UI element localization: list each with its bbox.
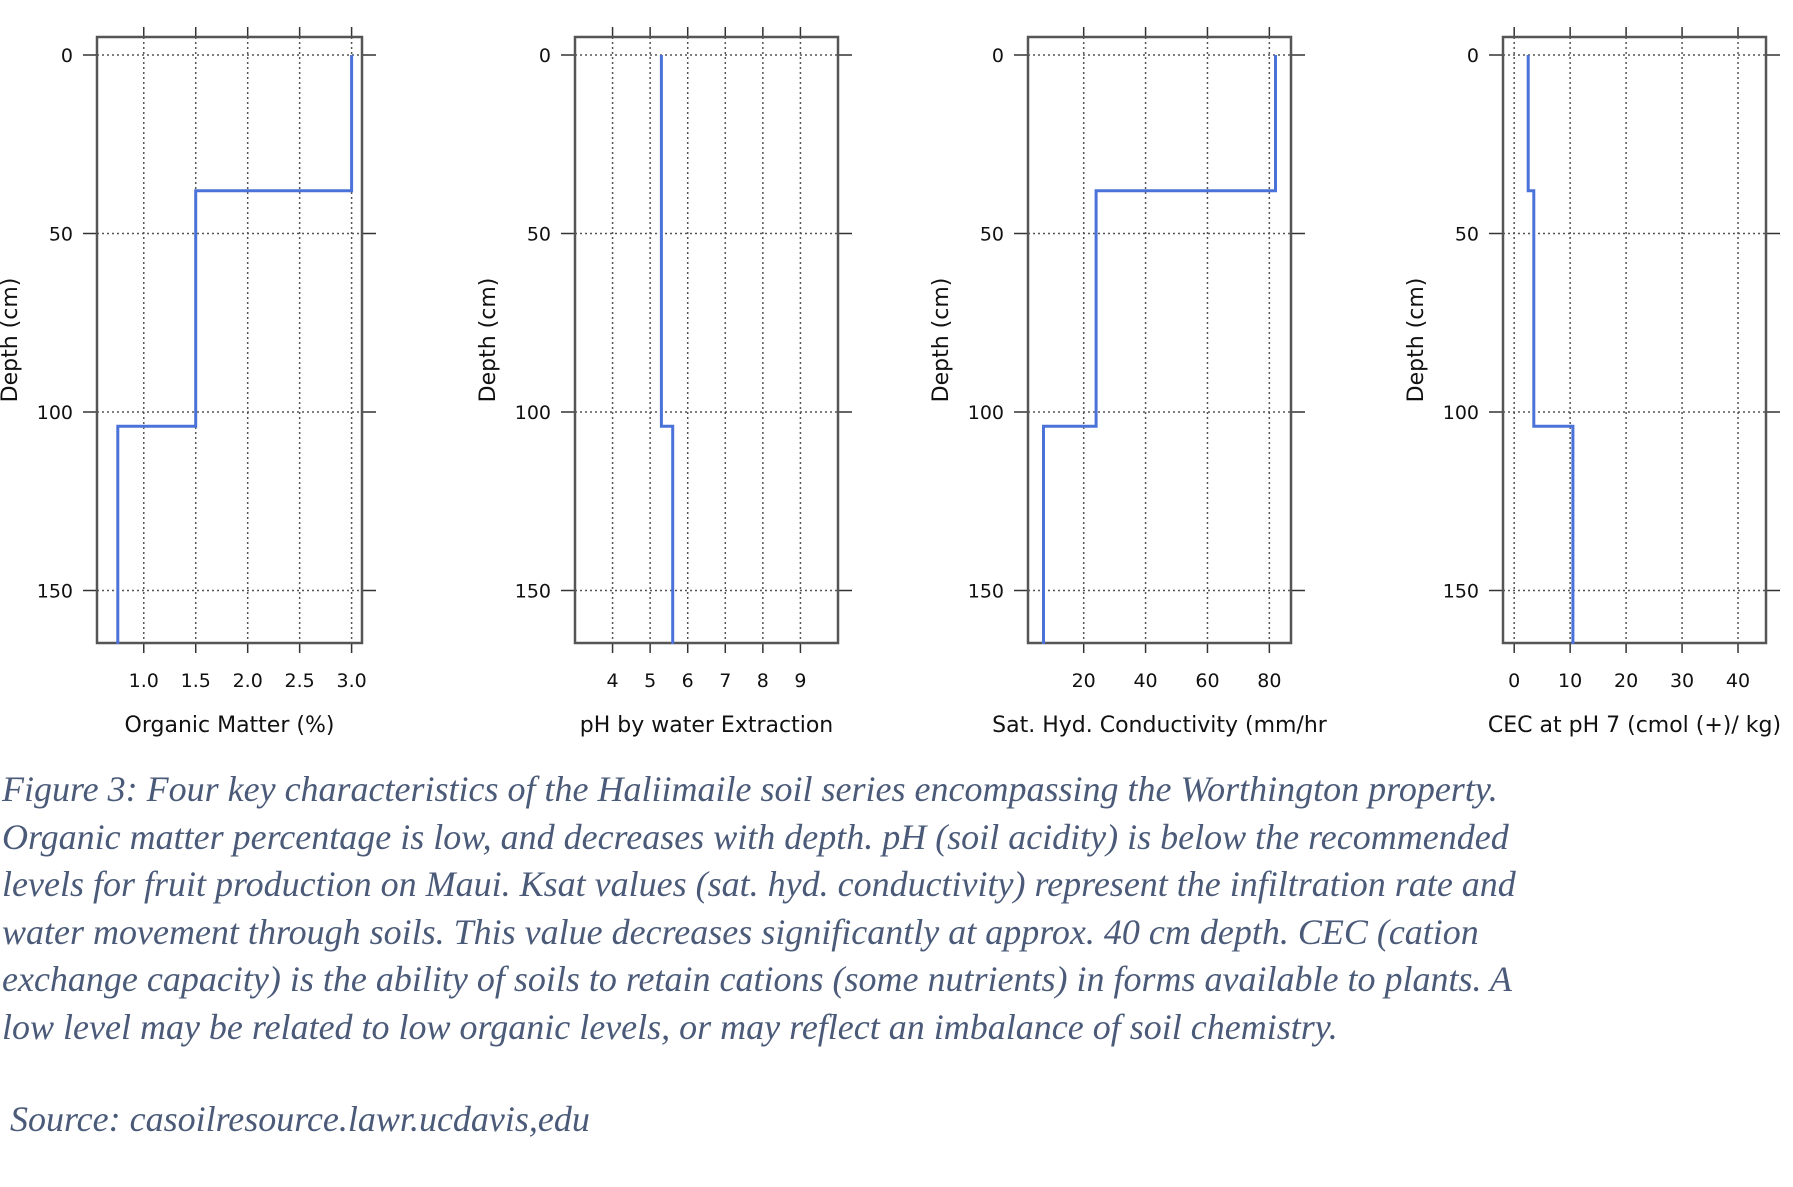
y-tick-label: 0 — [539, 45, 551, 67]
x-tick-label: 2.5 — [285, 670, 315, 692]
x-tick-label: 8 — [757, 670, 769, 692]
profile-line — [116, 55, 354, 644]
x-tick-label: 1.5 — [181, 670, 211, 692]
x-tick-label: 30 — [1670, 670, 1694, 692]
y-tick-label: 50 — [527, 224, 551, 246]
y-tick-label: 150 — [1443, 581, 1479, 603]
x-tick-label: 4 — [607, 670, 619, 692]
x-axis-label: CEC at pH 7 (cmol (+)/ kg) — [1488, 713, 1781, 738]
source-note: Source: casoilresource.lawr.ucdavis,edu — [10, 1099, 590, 1139]
caption-line: Figure 3: Four key characteristics of th… — [2, 769, 1498, 809]
y-tick-label: 150 — [37, 581, 73, 603]
x-tick-label: 0 — [1508, 670, 1520, 692]
profile-line — [1526, 55, 1575, 644]
x-tick-label: 1.0 — [129, 670, 159, 692]
x-tick-label: 3.0 — [336, 670, 366, 692]
y-tick-label: 100 — [1443, 402, 1479, 424]
y-tick-label: 100 — [37, 402, 73, 424]
x-axis-label: Organic Matter (%) — [125, 713, 335, 738]
y-tick-label: 100 — [515, 402, 551, 424]
y-tick-label: 0 — [1467, 45, 1479, 67]
y-axis-label: Depth (cm) — [929, 278, 954, 403]
y-tick-label: 50 — [1455, 224, 1479, 246]
y-tick-label: 0 — [61, 45, 73, 67]
figure-caption: Figure 3: Four key characteristics of th… — [2, 766, 1787, 1051]
x-tick-label: 60 — [1195, 670, 1219, 692]
profile-line — [1042, 55, 1277, 644]
x-tick-label: 7 — [719, 670, 731, 692]
y-tick-label: 150 — [968, 581, 1004, 603]
y-tick-label: 150 — [515, 581, 551, 603]
x-tick-label: 40 — [1726, 670, 1750, 692]
y-tick-label: 50 — [49, 224, 73, 246]
y-tick-label: 100 — [968, 402, 1004, 424]
x-axis-label: pH by water Extraction — [580, 713, 833, 738]
y-axis-label: Depth (cm) — [1404, 278, 1429, 403]
x-tick-label: 20 — [1614, 670, 1638, 692]
caption-line: levels for fruit production on Maui. Ksa… — [2, 864, 1516, 904]
x-tick-label: 40 — [1133, 670, 1157, 692]
x-tick-label: 5 — [644, 670, 656, 692]
caption-line: Organic matter percentage is low, and de… — [2, 816, 1509, 857]
y-axis-label: Depth (cm) — [476, 278, 501, 403]
caption-line: low level may be related to low organic … — [2, 1006, 1338, 1047]
plot-frame — [1026, 35, 1293, 645]
caption-line: water movement through soils. This value… — [2, 911, 1479, 952]
plot-frame — [1501, 35, 1768, 645]
x-axis-label: Sat. Hyd. Conductivity (mm/hr — [992, 713, 1328, 738]
x-tick-label: 9 — [794, 670, 806, 692]
plot-frame — [573, 35, 840, 645]
y-tick-label: 0 — [992, 45, 1004, 67]
x-tick-label: 6 — [682, 670, 694, 692]
y-axis-label: Depth (cm) — [0, 278, 23, 403]
x-tick-label: 10 — [1558, 670, 1582, 692]
y-tick-label: 50 — [980, 224, 1004, 246]
profile-line — [659, 55, 675, 644]
x-tick-label: 80 — [1257, 670, 1281, 692]
x-tick-label: 20 — [1072, 670, 1096, 692]
caption-line: exchange capacity) is the ability of soi… — [2, 959, 1512, 999]
plot-frame — [95, 35, 364, 645]
x-tick-label: 2.0 — [233, 670, 263, 692]
